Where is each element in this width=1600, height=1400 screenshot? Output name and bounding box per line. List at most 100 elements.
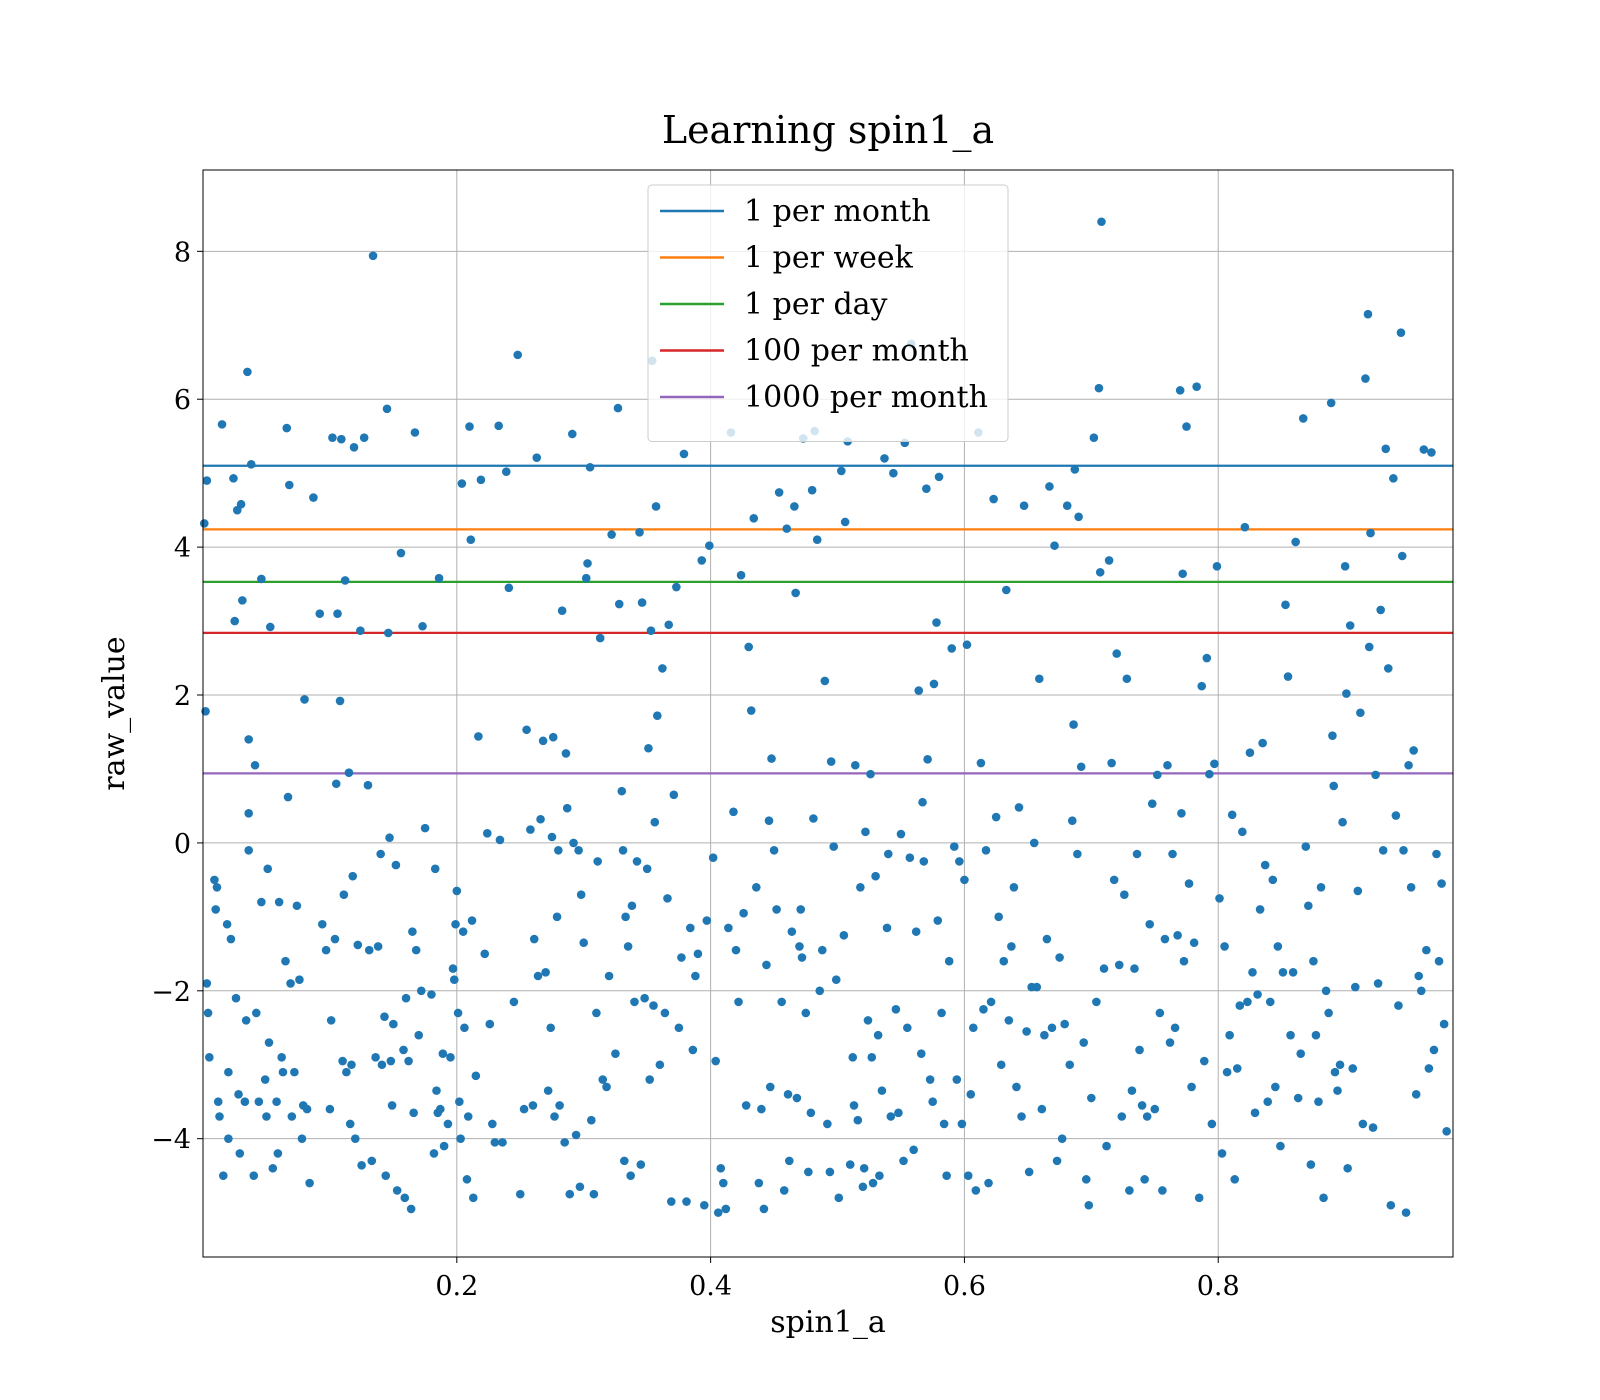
scatter-point: [1298, 414, 1308, 423]
scatter-point: [630, 997, 639, 1007]
scatter-point: [1240, 522, 1250, 532]
scatter-point: [1409, 746, 1418, 755]
scatter-point: [602, 1082, 611, 1092]
scatter-point: [868, 1178, 878, 1188]
scatter-point: [1062, 501, 1072, 511]
scatter-point: [376, 849, 385, 859]
scatter-point: [834, 1193, 844, 1203]
scatter-point: [495, 835, 505, 845]
scatter-point: [1153, 770, 1162, 780]
scatter-point: [282, 423, 292, 433]
scatter-point: [1348, 1064, 1358, 1073]
scatter-point: [1070, 465, 1080, 474]
scatter-point: [1394, 1001, 1403, 1010]
scatter-point: [1155, 1008, 1165, 1018]
scatter-point: [1389, 474, 1398, 483]
scatter-point: [929, 679, 939, 689]
scatter-point: [1419, 445, 1429, 454]
scatter-point: [653, 711, 662, 721]
scatter-point: [905, 853, 915, 862]
scatter-point: [246, 460, 256, 469]
scatter-point: [1345, 621, 1355, 630]
scatter-point: [1442, 1126, 1451, 1136]
scatter-point: [976, 758, 986, 768]
scatter-point: [797, 953, 807, 962]
scatter-point: [762, 960, 771, 970]
scatter-point: [649, 1001, 658, 1010]
scatter-point: [1281, 600, 1290, 610]
scatter-point: [243, 367, 252, 377]
scatter-point: [340, 576, 350, 585]
scatter-point: [325, 1104, 335, 1114]
scatter-point: [367, 1156, 377, 1166]
scatter-point: [1296, 1049, 1306, 1058]
scatter-point: [774, 488, 784, 497]
scatter-point: [1283, 672, 1293, 681]
scatter-point: [632, 857, 642, 866]
scatter-point: [290, 1067, 299, 1077]
scatter-point: [663, 894, 672, 903]
scatter-point: [1107, 758, 1116, 768]
scatter-point: [410, 428, 420, 437]
x-tick-label: 0.2: [435, 1271, 478, 1302]
scatter-point: [1309, 956, 1318, 966]
scatter-point: [1404, 760, 1413, 770]
scatter-point: [226, 934, 236, 944]
scatter-point: [1217, 1149, 1227, 1158]
scatter-point: [575, 1182, 585, 1192]
scatter-point: [1414, 971, 1424, 981]
scatter-point: [414, 1030, 424, 1040]
scatter-point: [899, 1156, 908, 1166]
scatter-point: [251, 1008, 261, 1018]
scatter-point: [1343, 1163, 1352, 1173]
scatter-point: [729, 807, 738, 817]
scatter-point: [244, 735, 253, 744]
scatter-point: [960, 875, 969, 885]
scatter-point: [463, 1112, 473, 1121]
scatter-point: [399, 1045, 408, 1055]
scatter-point: [257, 574, 266, 584]
x-tick-label: 0.4: [689, 1271, 732, 1302]
scatter-point: [249, 1171, 259, 1180]
y-tick-label: 8: [174, 237, 191, 268]
scatter-point: [515, 1189, 525, 1199]
scatter-point: [614, 599, 624, 609]
scatter-point: [1368, 1123, 1378, 1132]
scatter-point: [856, 882, 865, 892]
scatter-point: [408, 927, 417, 936]
scatter-point: [1364, 642, 1374, 652]
scatter-point: [552, 912, 562, 922]
scatter-point: [451, 919, 460, 929]
scatter-point: [356, 626, 365, 635]
scatter-point: [550, 1112, 559, 1121]
scatter-point: [229, 474, 238, 483]
scatter-point: [235, 1149, 245, 1158]
scatter-point: [1060, 1019, 1069, 1029]
scatter-point: [326, 1016, 336, 1025]
scatter-point: [302, 1104, 312, 1114]
scatter-point: [984, 1178, 993, 1188]
scatter-point: [922, 484, 931, 494]
scatter-point: [202, 979, 212, 988]
scatter-point: [1084, 1200, 1094, 1210]
scatter-point: [1179, 956, 1189, 966]
scatter-point: [1032, 982, 1042, 992]
scatter-point: [882, 923, 892, 933]
scatter-point: [691, 971, 700, 981]
scatter-point: [389, 1019, 398, 1029]
scatter-point: [272, 1097, 281, 1107]
scatter-point: [790, 502, 799, 511]
scatter-point: [1373, 979, 1383, 988]
scatter-point: [791, 588, 800, 598]
scatter-point: [1424, 1064, 1434, 1073]
scatter-point: [840, 517, 850, 527]
scatter-point: [452, 886, 462, 896]
scatter-point: [1207, 1119, 1217, 1129]
scatter-point: [1411, 1090, 1421, 1099]
scatter-point: [350, 1134, 360, 1143]
scatter-point: [1319, 1193, 1328, 1203]
scatter-point: [460, 1023, 469, 1033]
scatter-point: [705, 541, 714, 550]
scatter-point: [569, 838, 578, 848]
scatter-point: [244, 845, 253, 855]
